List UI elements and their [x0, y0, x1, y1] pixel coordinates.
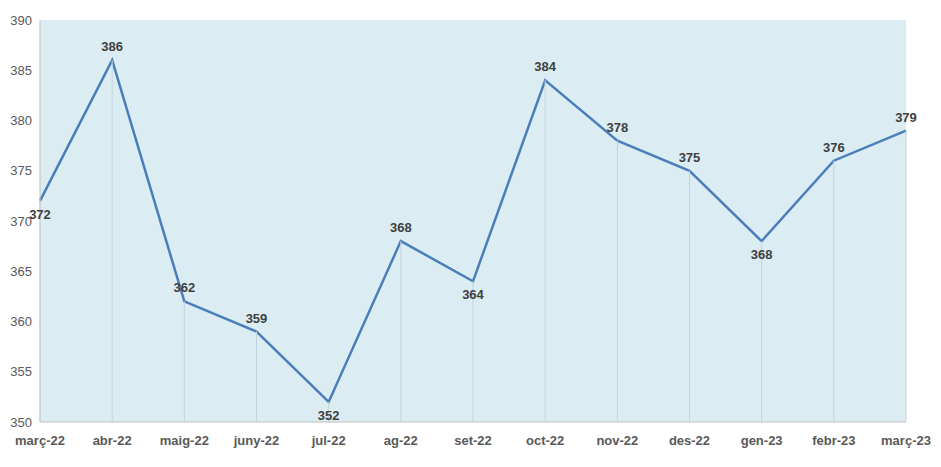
svg-text:abr-22: abr-22: [93, 433, 132, 448]
svg-text:març-22: març-22: [15, 433, 65, 448]
svg-text:febr-23: febr-23: [812, 433, 855, 448]
svg-text:maig-22: maig-22: [160, 433, 209, 448]
svg-text:350: 350: [10, 415, 32, 430]
svg-text:385: 385: [10, 63, 32, 78]
svg-text:370: 370: [10, 213, 32, 229]
svg-text:372: 372: [29, 207, 51, 222]
svg-text:set-22: set-22: [454, 433, 492, 448]
svg-text:des-22: des-22: [669, 433, 710, 448]
svg-text:nov-22: nov-22: [596, 433, 638, 448]
svg-text:378: 378: [606, 120, 628, 135]
svg-text:375: 375: [10, 163, 32, 178]
svg-text:març-23: març-23: [881, 433, 931, 448]
svg-text:365: 365: [10, 264, 32, 279]
svg-text:360: 360: [10, 314, 32, 329]
svg-text:379: 379: [895, 110, 917, 125]
svg-text:362: 362: [173, 280, 195, 295]
svg-text:359: 359: [246, 311, 268, 326]
svg-text:375: 375: [679, 150, 701, 165]
svg-text:380: 380: [10, 113, 32, 128]
svg-text:368: 368: [390, 220, 412, 235]
svg-text:gen-23: gen-23: [741, 433, 783, 448]
svg-text:oct-22: oct-22: [526, 433, 564, 448]
svg-text:386: 386: [101, 39, 123, 54]
svg-text:juny-22: juny-22: [233, 433, 280, 448]
svg-text:355: 355: [10, 364, 32, 379]
svg-text:376: 376: [823, 140, 845, 155]
svg-text:384: 384: [534, 59, 556, 74]
svg-text:390: 390: [10, 13, 32, 28]
svg-text:jul-22: jul-22: [311, 433, 346, 448]
svg-text:368: 368: [751, 247, 773, 262]
svg-text:364: 364: [462, 287, 484, 302]
svg-text:352: 352: [318, 408, 340, 423]
svg-text:ag-22: ag-22: [384, 433, 418, 448]
